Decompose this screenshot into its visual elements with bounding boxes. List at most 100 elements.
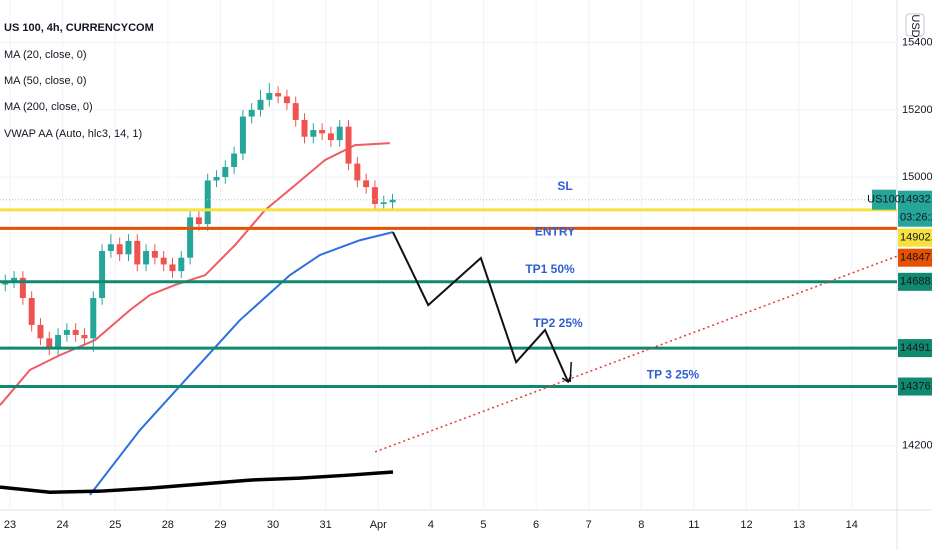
candle-body [55,334,62,349]
candle-body [354,163,361,181]
candle-body [204,180,211,225]
candle-body [72,329,79,335]
indicator-label: VWAP AA (Auto, hlc3, 14, 1) [4,128,142,140]
candle-body [310,130,317,137]
candle-body [151,250,158,258]
countdown-label: 03:26:27 [900,212,932,224]
candle-body [213,177,220,181]
candle-body [46,338,53,349]
candle-body [266,93,273,100]
candle-body [28,298,35,325]
ma-line [0,142,390,406]
level-note: SL [557,179,572,193]
x-tick-label: Apr [370,519,387,531]
level-note: ENTRY [535,225,575,239]
legend-entry: MA (200, close, 0) [4,101,93,113]
candle-body [389,199,396,203]
candle-body [169,264,176,272]
candle-body [248,109,255,117]
projection-path [392,231,570,383]
price-tag-label: 14491.0 [900,342,932,354]
x-tick-label: 5 [480,519,486,531]
x-tick-label: 8 [638,519,644,531]
candle-body [19,277,26,299]
candle-body [63,329,70,335]
price-tag [898,228,932,247]
x-tick-label: 28 [162,519,174,531]
x-tick-label: 13 [793,519,805,531]
symbol-tag [872,189,896,210]
candle-body [160,257,167,265]
y-tick-label: 14200.0 [902,440,932,452]
ma-line [89,231,394,496]
candle-body [222,166,229,178]
price-tag-label: 14932.6 [900,194,932,206]
candle-body [187,217,194,258]
candle-body [363,180,370,188]
candle-body [107,244,114,251]
x-tick-label: 23 [4,519,16,531]
candle-body [11,277,18,282]
x-tick-label: 7 [586,519,592,531]
trend-line [374,254,901,453]
price-tag [898,272,932,291]
candle-body [239,116,246,154]
candle-body [125,240,132,255]
candle-body [257,99,264,110]
currency-box[interactable] [905,13,925,37]
grid [0,0,897,510]
x-tick-label: 6 [533,519,539,531]
price-tag [898,190,932,227]
candle-body [336,126,343,141]
candle-body [37,324,44,339]
candle-body [345,126,352,164]
plot: SL ENTRY TP1 50% TP2 25% TP 3 25% [0,82,901,496]
y-tick-label: 15200.0 [902,104,932,116]
candle-body [134,240,141,265]
ma-line [0,470,394,494]
y-tick-label: 15000.0 [902,171,932,183]
price-tag-label: 14847.2 [900,252,932,264]
chart-title: US 100, 4h, CURRENCYCOM [4,22,154,34]
price-tag-label: 14376.5 [900,380,932,392]
candle-body [380,202,387,204]
candle-body [195,217,202,225]
price-tag-label: 14688.2 [900,276,932,288]
price-tag [898,339,932,358]
candle-body [99,250,106,299]
x-tick-label: 4 [428,519,434,531]
level-note: TP2 25% [533,316,583,330]
candle-body [327,133,334,141]
x-tick-label: 11 [688,519,699,531]
x-tick-label: 14 [846,519,858,531]
price-tag [898,248,932,267]
candle-body [90,298,97,339]
candle-body [275,93,282,97]
symbol-tag-label: US100 [867,194,901,206]
candle-body [231,153,238,167]
projection-arrowhead [561,361,572,384]
candle-body [301,119,308,137]
price-tag [898,377,932,396]
candle-body [292,103,299,120]
candle-body [81,334,88,339]
level-note: TP1 50% [525,262,575,276]
level-note: TP 3 25% [647,368,700,382]
candle-body [371,187,378,204]
candle-body [143,250,150,265]
axes: 14200.0 15000.0 15200.0 15400.0 23 24 25 28 29 30… [4,37,932,531]
candle-body [178,257,185,272]
currency-label[interactable]: USD [909,14,921,37]
x-tick-label: 12 [740,519,752,531]
legend-entry: MA (20, close, 0) [4,49,87,61]
y-tick-label: 15400.0 [902,37,932,49]
candle-body [283,96,290,104]
x-tick-label: 31 [320,519,332,531]
price-tag-label: 14902.4 [900,232,932,244]
candle-body [319,130,326,134]
x-tick-label: 25 [109,519,121,531]
x-tick-label: 30 [267,519,279,531]
legend-entry: MA (50, close, 0) [4,75,87,87]
